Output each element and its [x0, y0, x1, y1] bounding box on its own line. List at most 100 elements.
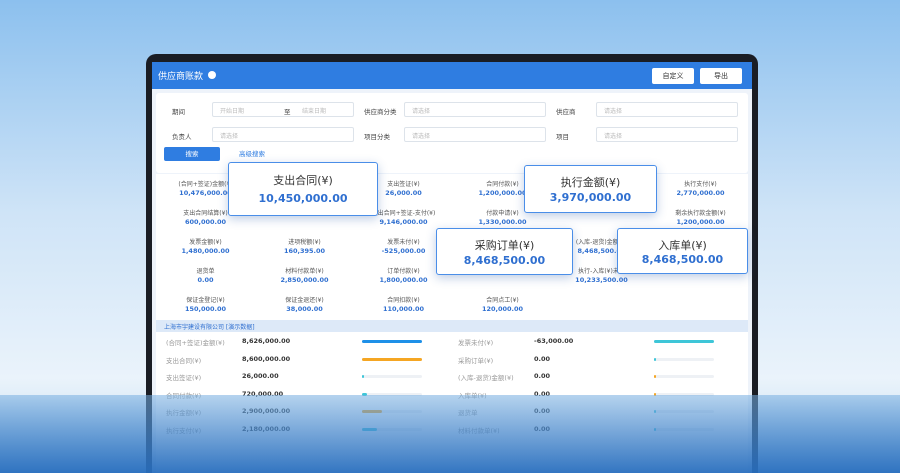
stat-value: 150,000.00	[184, 305, 227, 313]
filter-input[interactable]	[596, 127, 738, 142]
stat-value: 1,800,000.00	[379, 276, 428, 284]
search-button[interactable]: 搜索	[164, 147, 220, 161]
callout-label: 执行金额(¥)	[560, 176, 621, 190]
stat-label: 合同付款(¥)	[486, 181, 519, 188]
row-label: 采购订单(¥)	[458, 356, 494, 365]
stat-value: 2,770,000.00	[676, 189, 725, 197]
stat-label: 材料付款单(¥)	[285, 268, 324, 275]
stat-value: 2,850,000.00	[280, 276, 329, 284]
filter-input[interactable]	[404, 102, 546, 117]
callout: 采购订单(¥) 8,468,500.00	[436, 228, 573, 275]
filter-separator: 至	[284, 108, 291, 116]
callout-value: 8,468,500.00	[463, 253, 546, 267]
help-icon	[208, 71, 216, 79]
stat-label: (合同+签证)金额(¥)	[178, 181, 233, 188]
bar	[362, 392, 367, 396]
stat-label: 退货单	[196, 268, 215, 275]
stat-value: 1,480,000.00	[181, 247, 230, 255]
filter-input[interactable]	[212, 127, 354, 142]
filter-label: 供应商	[556, 108, 576, 116]
row-value: -63,000.00	[534, 337, 574, 345]
filter-label: 负责人	[172, 133, 192, 141]
row-label: (合同+签证)金额(¥)	[166, 339, 225, 347]
filter-placeholder: 请选择	[412, 108, 431, 115]
bar-track	[654, 392, 714, 396]
filter-placeholder: 请选择	[412, 133, 431, 140]
page-title: 供应商账款	[158, 72, 204, 82]
row-value: 0.00	[534, 372, 551, 380]
callout-label: 采购订单(¥)	[474, 239, 535, 253]
stat-label: (入库-退货)金额(¥)	[575, 239, 628, 246]
row-label: (入库-退货)金额(¥)	[458, 374, 514, 382]
stat-value: 26,000.00	[385, 189, 422, 197]
stat-value: 600,000.00	[184, 218, 227, 226]
filter-input[interactable]	[596, 102, 738, 117]
stat-label: 支出签证(¥)	[387, 181, 420, 188]
stat-label: 剩余执行款金额(¥)	[675, 210, 726, 217]
bar	[654, 340, 714, 343]
stat-value: 160,395.00	[283, 247, 326, 255]
stat-value: 120,000.00	[481, 305, 524, 313]
row-label: 发票未付(¥)	[458, 339, 494, 347]
filter-placeholder: 请选择	[220, 133, 239, 140]
stat-label: 合同点工(¥)	[486, 297, 519, 304]
row-value: 8,600,000.00	[242, 354, 291, 363]
filter-label: 项目分类	[364, 133, 390, 141]
filter-placeholder: 请选择	[604, 133, 623, 140]
callout-value: 3,970,000.00	[549, 191, 632, 205]
bar-track	[654, 357, 714, 361]
stat-label: 合同扣款(¥)	[387, 297, 420, 304]
section-header	[156, 320, 748, 332]
stat-value: 1,330,000.00	[478, 218, 527, 226]
filter-label: 项目	[556, 133, 569, 141]
stat-label: 发票未付(¥)	[387, 239, 420, 246]
stat-label: 订单付款(¥)	[387, 268, 420, 275]
filter-label: 期间	[172, 108, 185, 116]
row-value: 720,000.00	[242, 389, 284, 398]
row-label: 支出签证(¥)	[166, 374, 202, 382]
header-button[interactable]: 导出	[700, 68, 742, 84]
row-value: 26,000.00	[242, 372, 279, 380]
stat-value: 1,200,000.00	[676, 218, 725, 226]
bar	[362, 375, 364, 378]
bar	[654, 375, 656, 378]
section-title: 上海市宇建设有限公司 [演示数据]	[164, 324, 255, 331]
stat-value: 9,146,000.00	[379, 218, 428, 226]
bar	[654, 357, 656, 361]
stat-label: 保证金退还(¥)	[285, 297, 324, 304]
bar	[362, 340, 422, 343]
stat-label: 保证金登记(¥)	[186, 297, 225, 304]
row-value: 0.00	[534, 389, 551, 398]
stat-label: 支出合同结算(¥)	[183, 210, 228, 217]
row-label: 支出合同(¥)	[166, 356, 202, 365]
stat-label: 付款申请(¥)	[486, 210, 519, 217]
callout-value: 8,468,500.00	[641, 253, 724, 267]
callout-label: 入库单(¥)	[658, 238, 707, 252]
stat-label: 执行-入库(¥)未付	[578, 268, 625, 275]
filter-placeholder: 结束日期	[302, 108, 327, 115]
bar-track	[362, 375, 422, 378]
callout: 执行金额(¥) 3,970,000.00	[524, 165, 657, 213]
stat-value: 38,000.00	[286, 305, 323, 313]
stat-label: 支出合同+签证-支付(¥)	[371, 210, 436, 217]
callout: 入库单(¥) 8,468,500.00	[617, 228, 748, 274]
header-button[interactable]: 自定义	[652, 68, 694, 84]
row-value: 0.00	[534, 354, 551, 363]
stat-label: 发票金额(¥)	[189, 239, 222, 246]
callout: 支出合同(¥) 10,450,000.00	[228, 162, 378, 216]
bar	[362, 357, 422, 361]
filter-placeholder: 开始日期	[220, 108, 245, 115]
stat-label: 进项税额(¥)	[288, 239, 321, 246]
stat-value: 8,468,500.00	[577, 247, 626, 255]
callout-label: 支出合同(¥)	[273, 174, 333, 188]
bar-track	[654, 375, 714, 378]
filter-input[interactable]	[404, 127, 546, 142]
filter-placeholder: 请选择	[604, 108, 623, 115]
advanced-search-button[interactable]: 高级搜索	[239, 150, 265, 158]
filter-input[interactable]	[212, 102, 354, 117]
stat-value: 110,000.00	[382, 305, 425, 313]
stat-value: 10,476,000.00	[179, 189, 232, 197]
bar	[654, 392, 656, 396]
stat-value: 10,233,500.00	[575, 276, 628, 284]
